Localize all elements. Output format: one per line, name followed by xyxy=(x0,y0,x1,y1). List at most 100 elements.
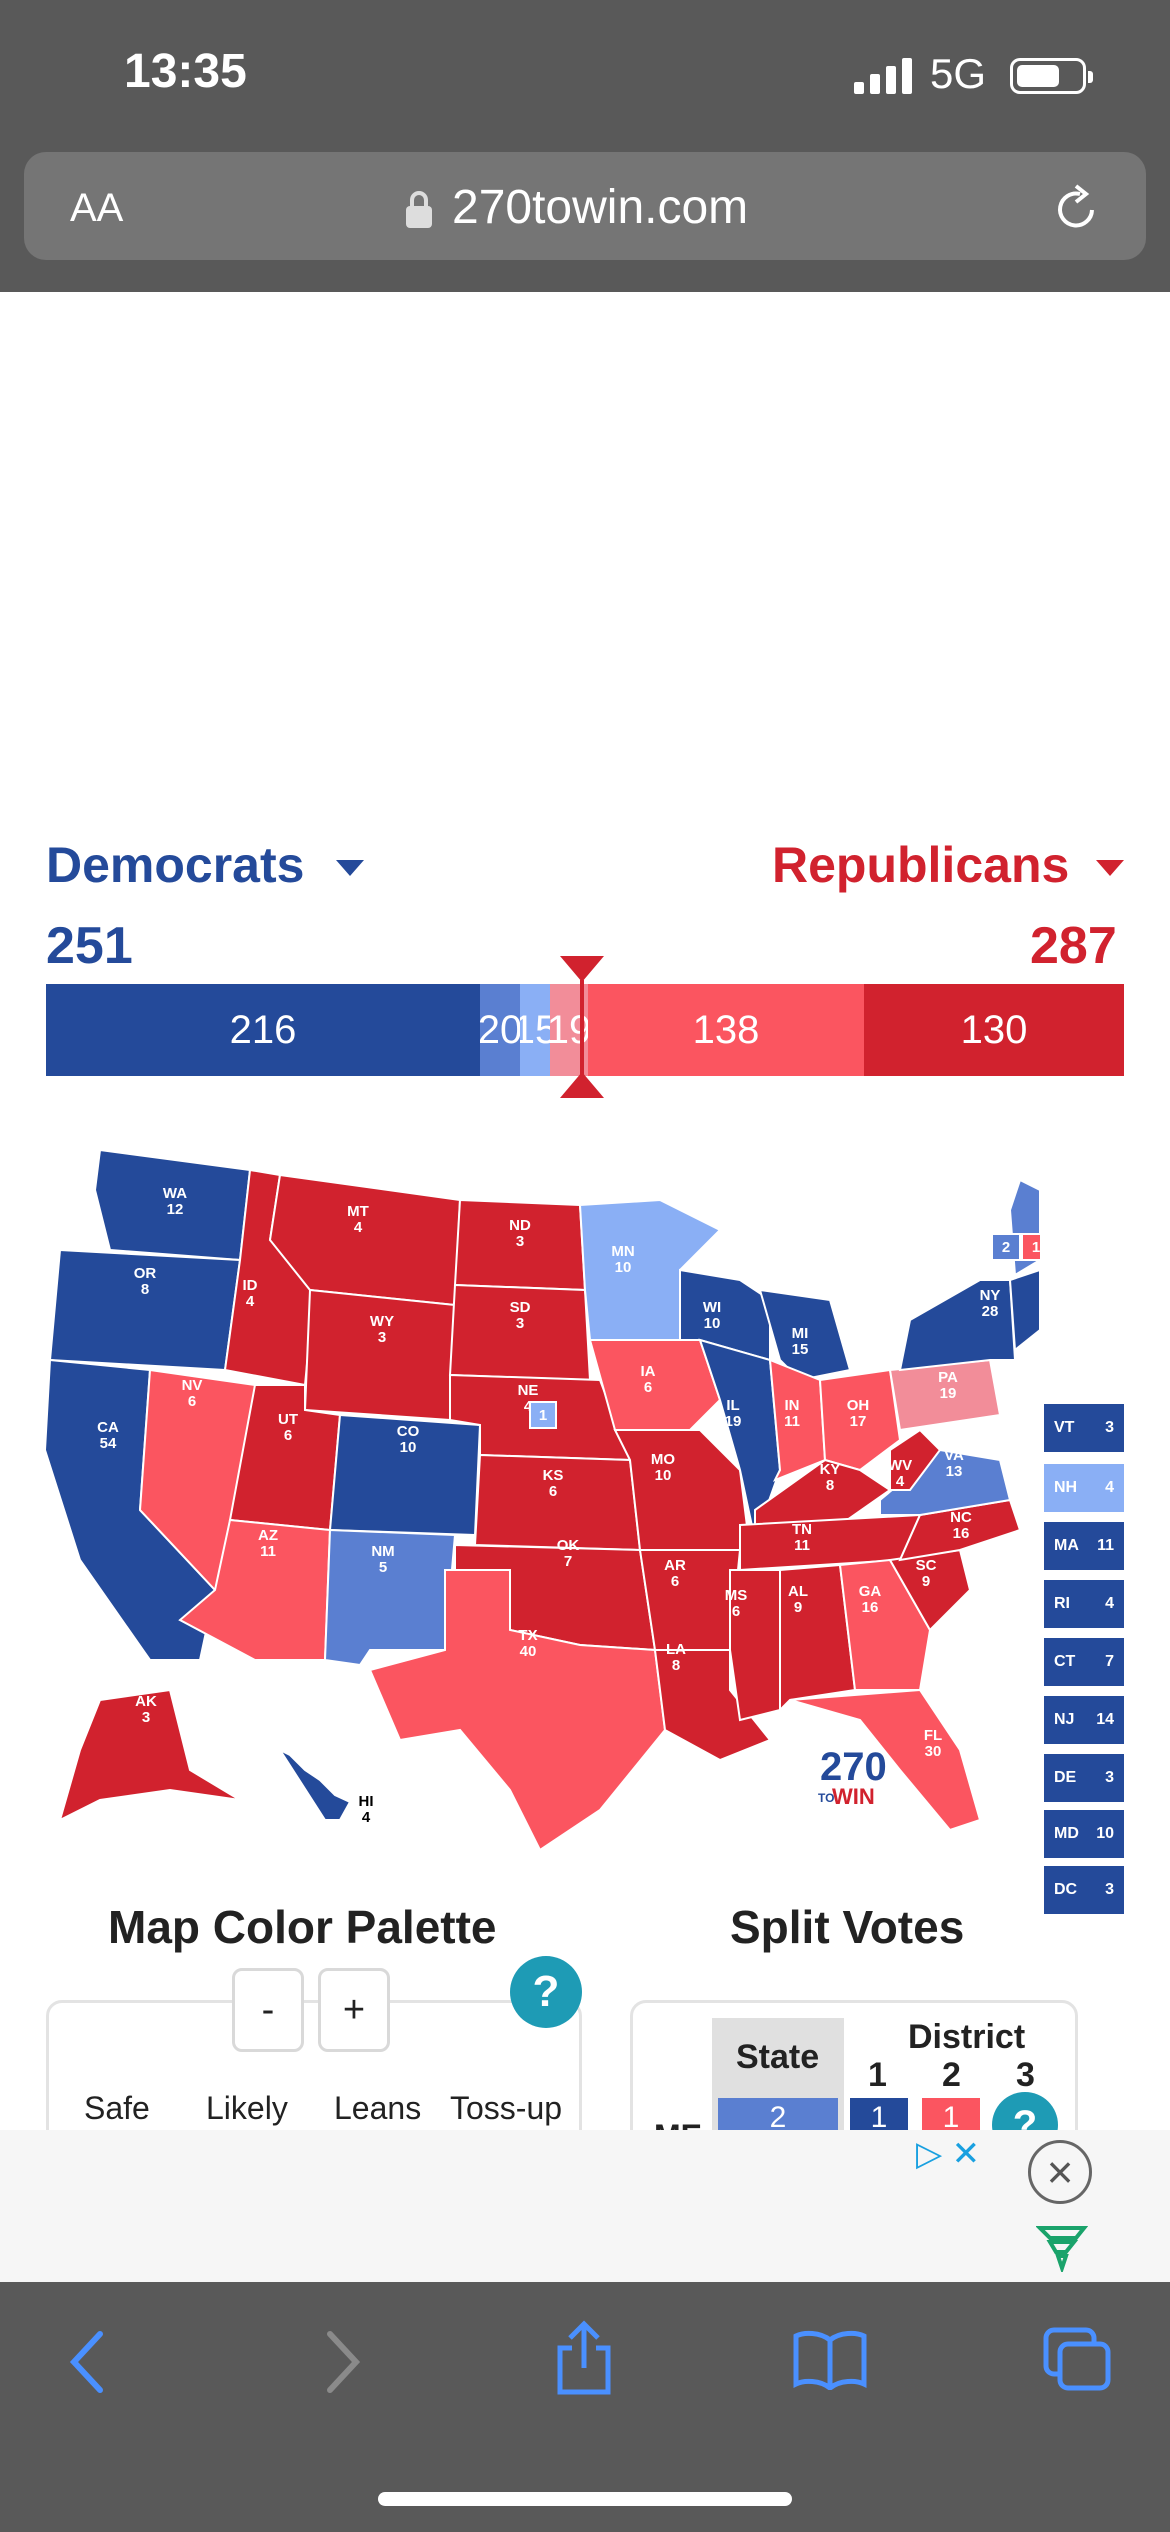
me-at-large-badge[interactable] xyxy=(991,1233,1021,1261)
label-sd: SD 3 xyxy=(510,1299,531,1332)
small-state-de[interactable]: DE 3 xyxy=(1044,1754,1124,1802)
label-wi: WI 10 xyxy=(703,1299,721,1332)
me-district-2-badge[interactable] xyxy=(1021,1233,1040,1261)
small-state-md[interactable]: MD 10 xyxy=(1044,1810,1124,1858)
address-bar[interactable] xyxy=(24,152,1146,260)
label-id: ID 4 xyxy=(243,1277,258,1310)
state-nc[interactable] xyxy=(898,1498,1022,1562)
label-sc: SC 9 xyxy=(916,1557,937,1590)
state-hi[interactable] xyxy=(277,1747,352,1821)
bar-segment-leans-dem: 15 xyxy=(520,984,550,1076)
palette-help-button[interactable]: ? xyxy=(510,1956,582,2028)
split-state-header: State xyxy=(736,2038,820,2076)
label-ny: NY 28 xyxy=(980,1287,1001,1320)
chevron-down-icon[interactable] xyxy=(1096,860,1124,876)
ne-district-badge[interactable] xyxy=(529,1401,557,1429)
svg-text:270: 270 xyxy=(820,1745,887,1789)
state-ms[interactable] xyxy=(729,1569,781,1722)
republicans-label[interactable]: Republicans xyxy=(772,837,1070,893)
label-il: IL 19 xyxy=(725,1397,742,1430)
small-state-nh[interactable]: NH 4 xyxy=(1044,1464,1124,1512)
bar-segment-likely-dem: 20 xyxy=(480,984,520,1076)
adchoices-icon[interactable]: ▷ ✕ xyxy=(916,2135,981,2173)
palette-safe[interactable]: Safe xyxy=(84,2090,150,2126)
me-at-large-value: 2 xyxy=(1002,1239,1010,1256)
state-oh[interactable] xyxy=(818,1368,902,1472)
label-ok: OK 7 xyxy=(557,1537,580,1570)
label-al: AL 9 xyxy=(788,1583,808,1616)
label-la: LA 8 xyxy=(666,1641,686,1674)
small-state-ri[interactable]: RI 4 xyxy=(1044,1580,1124,1628)
label-ca: CA 54 xyxy=(97,1419,119,1452)
label-ar: AR 6 xyxy=(664,1557,686,1590)
bookmarks-icon[interactable] xyxy=(792,2330,868,2390)
label-nv: NV 6 xyxy=(182,1377,203,1410)
lock-icon xyxy=(406,191,432,228)
network-type: 5G xyxy=(930,50,987,97)
ad-brand-icon xyxy=(1036,2226,1088,2272)
palette-tossup[interactable]: Toss-up xyxy=(450,2090,563,2126)
label-ia: IA 6 xyxy=(641,1363,656,1396)
label-ak: AK 3 xyxy=(135,1693,157,1726)
label-nm: NM 5 xyxy=(371,1543,394,1576)
reload-icon[interactable] xyxy=(1052,184,1100,234)
status-time: 13:35 xyxy=(124,45,247,98)
democrats-label[interactable]: Democrats xyxy=(46,837,305,893)
270-marker-bottom xyxy=(560,1072,604,1098)
palette-likely[interactable]: Likely xyxy=(206,2090,288,2126)
state-ak[interactable] xyxy=(58,1688,241,1822)
label-nc: NC 16 xyxy=(950,1509,972,1542)
home-indicator xyxy=(378,2492,792,2506)
label-in: IN 11 xyxy=(784,1397,800,1430)
back-icon[interactable] xyxy=(68,2330,108,2394)
palette-title: Map Color Palette xyxy=(108,1901,497,1953)
state-fl[interactable] xyxy=(789,1688,982,1832)
battery-icon xyxy=(1010,58,1093,94)
small-state-dc[interactable]: DC 3 xyxy=(1044,1866,1124,1914)
ad-close-button[interactable]: × xyxy=(1028,2140,1092,2204)
state-ny[interactable] xyxy=(898,1279,1017,1372)
split-district-header: District xyxy=(908,2018,1026,2056)
small-state-vt[interactable]: VT 3 xyxy=(1044,1404,1124,1452)
share-icon[interactable] xyxy=(552,2320,616,2396)
label-az: AZ 11 xyxy=(258,1527,278,1560)
url-text[interactable]: 270towin.com xyxy=(452,181,749,234)
palette-minus-button[interactable]: - xyxy=(232,1968,304,2052)
label-ga: GA 16 xyxy=(859,1583,882,1616)
label-hi: HI 4 xyxy=(359,1793,374,1826)
state-wv[interactable] xyxy=(889,1428,942,1491)
state-ne-small[interactable] xyxy=(1008,1268,1040,1352)
label-wa: WA 12 xyxy=(163,1185,187,1218)
chevron-down-icon[interactable] xyxy=(336,860,364,876)
text-size-button[interactable]: AA xyxy=(70,186,124,230)
me-district-2-value: 1 xyxy=(1032,1239,1040,1256)
state-tx[interactable] xyxy=(368,1569,667,1850)
state-wa[interactable] xyxy=(93,1148,252,1262)
small-state-ct[interactable]: CT 7 xyxy=(1044,1638,1124,1686)
state-in[interactable] xyxy=(768,1358,827,1482)
label-ky: KY 8 xyxy=(820,1461,841,1494)
label-ms: MS 6 xyxy=(725,1587,748,1620)
label-wv: WV 4 xyxy=(888,1457,912,1490)
district-2-header: 2 xyxy=(942,2056,961,2094)
tabs-icon[interactable] xyxy=(1042,2326,1114,2394)
svg-text:TO: TO xyxy=(818,1791,834,1805)
small-state-ma[interactable]: MA 11 xyxy=(1044,1522,1124,1570)
label-or: OR 8 xyxy=(134,1265,157,1298)
label-ne: NE 4 xyxy=(518,1382,539,1415)
270towin-logo: 270 TO WIN xyxy=(818,1745,887,1809)
palette-plus-button[interactable]: + xyxy=(318,1968,390,2052)
palette-leans[interactable]: Leans xyxy=(334,2090,422,2126)
state-wy[interactable] xyxy=(303,1288,457,1422)
label-mo: MO 10 xyxy=(651,1451,675,1484)
label-mt: MT 4 xyxy=(347,1203,369,1236)
state-al[interactable] xyxy=(779,1563,857,1713)
us-electoral-map[interactable]: WA 12 OR 8 CA 54 NV 6 ID 4 MT 4 WY 3 UT 6 AZ 11 C… xyxy=(40,1130,1040,1850)
label-va: VA 13 xyxy=(944,1447,964,1480)
ad-banner[interactable] xyxy=(0,2130,1170,2282)
state-mi[interactable] xyxy=(758,1288,852,1382)
small-state-nj[interactable]: NJ 14 xyxy=(1044,1696,1124,1744)
forward-icon[interactable] xyxy=(322,2330,362,2394)
state-nm[interactable] xyxy=(323,1528,457,1667)
label-fl: FL 30 xyxy=(924,1727,942,1760)
